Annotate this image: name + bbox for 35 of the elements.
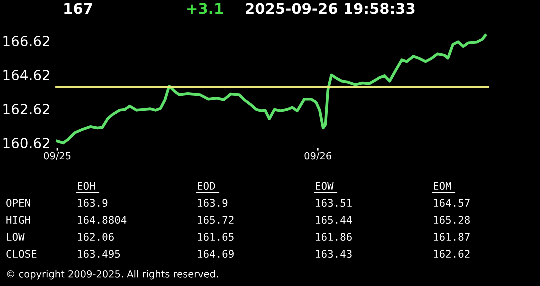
text: LOW	[7, 233, 25, 242]
text: OPEN	[6, 199, 30, 208]
text: 163.9	[78, 199, 108, 208]
text: 164.57	[434, 199, 470, 208]
text: HIGH	[6, 216, 30, 224]
text: 165.72	[198, 216, 234, 224]
text: 165.44	[316, 216, 352, 224]
x-tick-label: 09/26	[304, 152, 332, 160]
y-tick-label: 160.62	[4, 138, 50, 149]
chart-title: 167	[64, 3, 92, 14]
text: 164.69	[198, 250, 234, 258]
x-tick-label: 09/25	[44, 152, 71, 160]
text: 161.86	[316, 233, 352, 242]
text: 162.62	[434, 250, 470, 258]
line-series	[56, 34, 488, 145]
text: EOD	[198, 182, 216, 190]
y-tick-label: 164.62	[4, 70, 50, 81]
text: 163.495	[78, 250, 120, 258]
text: © copyright 2009-2025. All rights reserved.	[7, 270, 218, 280]
text: 162.06	[78, 233, 114, 242]
text: EOH	[78, 182, 96, 190]
text: 2025-09-26 19:58:33	[246, 3, 415, 14]
text: CLOSE	[6, 250, 37, 258]
y-tick-label: 166.62	[4, 36, 50, 47]
y-tick-label: 162.62	[4, 104, 50, 115]
text: 161.87	[434, 233, 470, 242]
text: 161.65	[198, 233, 234, 242]
text: EOW	[316, 182, 334, 190]
chart-subtitle: +3.1	[188, 3, 224, 14]
text: 165.28	[434, 216, 470, 224]
text: EOM	[434, 182, 452, 190]
text: 163.43	[316, 250, 352, 258]
text: 164.8804	[78, 216, 127, 224]
text: 163.9	[198, 199, 228, 208]
text: 163.51	[316, 199, 352, 208]
